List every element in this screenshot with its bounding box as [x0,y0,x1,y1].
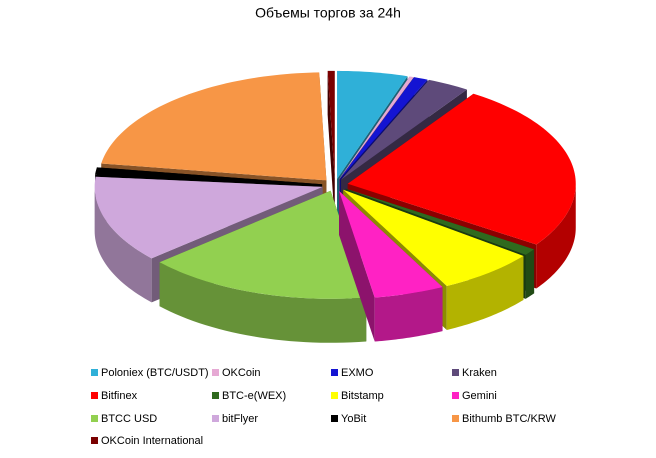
legend-swatch [91,415,98,422]
slice-top [327,70,335,179]
slice-top [94,176,323,259]
slice-top [101,72,327,181]
legend-label: EXMO [341,367,374,379]
slice-side [446,255,524,330]
legend-swatch [212,369,219,376]
slice-side [94,186,152,303]
legend-swatch [91,437,98,444]
legend-label: OKCoin [222,367,261,379]
legend-label: Gemini [462,390,497,402]
legend-swatch [331,415,338,422]
legend-swatch [452,392,459,399]
legend-swatch [331,369,338,376]
legend-label: Bithumb BTC/KRW [462,413,557,425]
slice-side [159,262,367,343]
legend-label: bitFlyer [222,413,258,425]
legend-label: Kraken [462,367,497,379]
legend-swatch [452,369,459,376]
slice-top [345,188,535,255]
slice-side [525,249,535,299]
slice-top [347,93,576,245]
slice-side [374,287,443,342]
legend-swatch [212,415,219,422]
slice-top [343,189,524,286]
legend-label: BTCC USD [101,413,157,425]
slice-top [339,76,414,180]
legend-label: YoBit [341,413,366,425]
slice-face [339,190,375,342]
legend-label: Poloniex (BTC/USDT) [101,367,209,379]
slice [159,190,367,343]
slice-side [536,183,576,289]
slice-top [341,79,467,180]
legend-swatch [91,369,98,376]
slice-top [337,70,408,179]
legend-label: OKCoin International [101,435,203,447]
slice-top [159,190,367,299]
chart-title: Объемы торгов за 24h [255,5,401,21]
legend-swatch [91,392,98,399]
legend-swatch [452,415,459,422]
slice [339,190,443,342]
slice-top [339,77,428,180]
slice [327,70,335,223]
legend-label: Bitfinex [101,390,138,402]
slice-top [339,190,443,298]
legend-swatch [212,392,219,399]
legend-label: Bitstamp [341,390,384,402]
legend-swatch [331,392,338,399]
legend-label: BTC-e(WEX) [222,390,286,402]
slice-top [95,167,323,185]
slice-face [327,70,335,223]
